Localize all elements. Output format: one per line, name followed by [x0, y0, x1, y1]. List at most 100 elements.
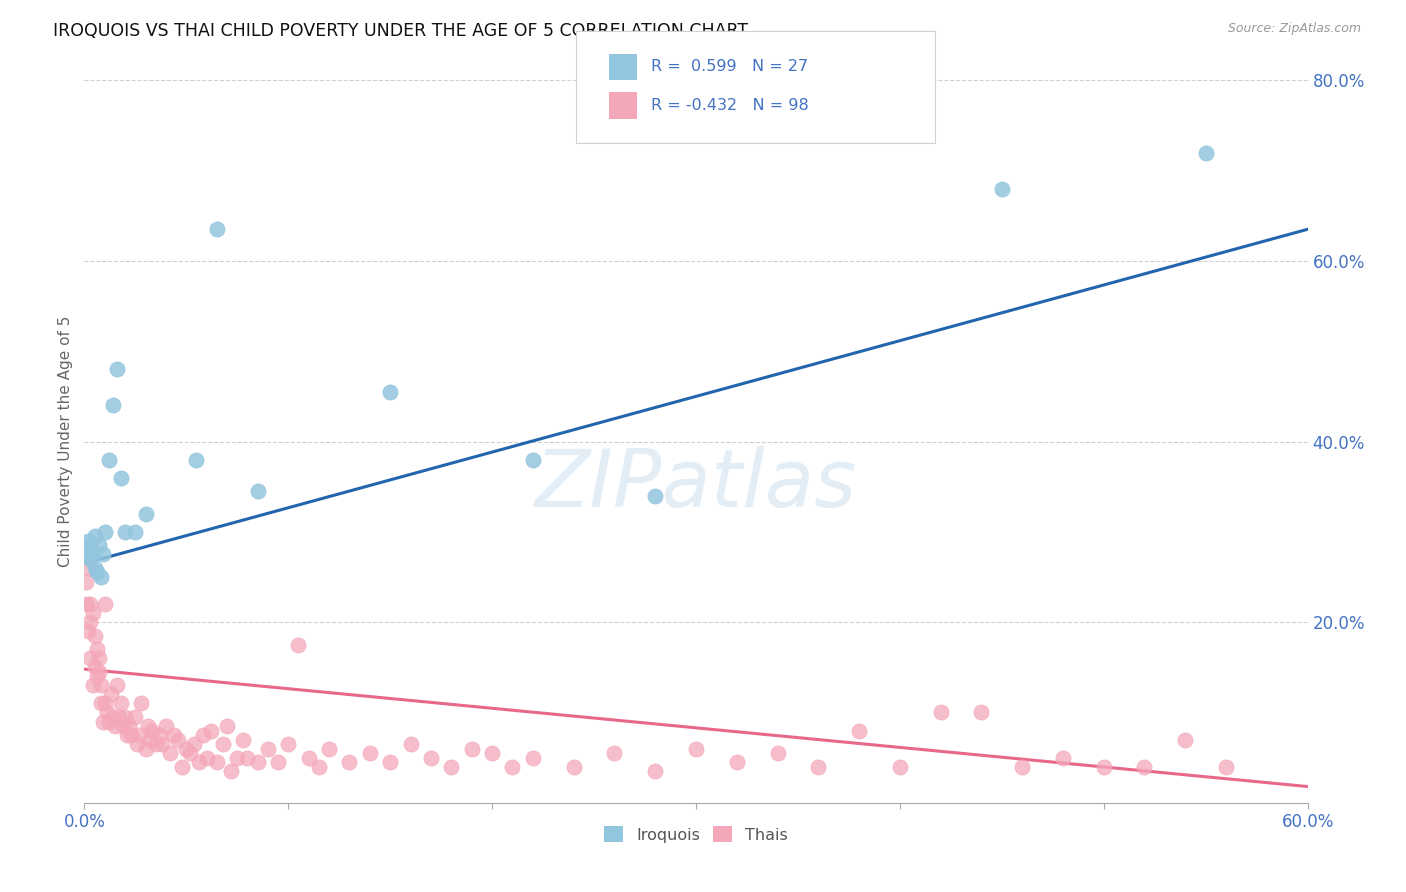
Point: [82, 548, 104, 562]
Point: [77, 624, 100, 639]
Point: [318, 741, 340, 756]
Legend: Iroquois, Thais: Iroquois, Thais: [598, 820, 794, 849]
Text: ZIPatlas: ZIPatlas: [534, 446, 858, 524]
Point: [205, 222, 228, 236]
Point: [277, 737, 299, 751]
Point: [219, 764, 242, 779]
Point: [131, 697, 153, 711]
Point: [118, 719, 141, 733]
Point: [105, 678, 128, 692]
Point: [114, 710, 136, 724]
Point: [644, 764, 666, 779]
Point: [93, 524, 115, 539]
Point: [75, 548, 97, 562]
Point: [1052, 750, 1074, 764]
Point: [97, 452, 120, 467]
Point: [212, 737, 235, 751]
Point: [79, 538, 101, 552]
Point: [287, 638, 309, 652]
Point: [174, 741, 197, 756]
Point: [502, 760, 524, 774]
Point: [87, 665, 110, 679]
Point: [90, 570, 112, 584]
Text: IROQUOIS VS THAI CHILD POVERTY UNDER THE AGE OF 5 CORRELATION CHART: IROQUOIS VS THAI CHILD POVERTY UNDER THE…: [53, 22, 748, 40]
Point: [179, 746, 201, 760]
Point: [141, 723, 163, 738]
Point: [127, 737, 149, 751]
Point: [481, 746, 503, 760]
Point: [186, 452, 208, 467]
Point: [120, 728, 142, 742]
Point: [246, 755, 269, 769]
Point: [114, 524, 136, 539]
Point: [359, 746, 381, 760]
Point: [101, 710, 124, 724]
Point: [79, 615, 101, 630]
Point: [267, 755, 290, 769]
Point: [87, 538, 110, 552]
Point: [725, 755, 748, 769]
Point: [108, 710, 131, 724]
Point: [167, 732, 190, 747]
Point: [970, 706, 993, 720]
Point: [91, 714, 114, 729]
Point: [110, 697, 132, 711]
Point: [1215, 760, 1237, 774]
Point: [75, 597, 97, 611]
Point: [232, 732, 254, 747]
Point: [339, 755, 361, 769]
Point: [246, 484, 269, 499]
Point: [115, 728, 138, 742]
Point: [110, 471, 132, 485]
Point: [257, 741, 280, 756]
Point: [86, 669, 108, 683]
Point: [155, 719, 177, 733]
Point: [200, 723, 222, 738]
Point: [308, 760, 330, 774]
Point: [83, 629, 105, 643]
Point: [298, 750, 321, 764]
Point: [90, 697, 112, 711]
Point: [112, 719, 135, 733]
Point: [172, 760, 194, 774]
Point: [86, 566, 108, 580]
Point: [77, 561, 100, 575]
Point: [440, 760, 463, 774]
Point: [183, 737, 205, 751]
Point: [149, 728, 172, 742]
Point: [644, 489, 666, 503]
Point: [807, 760, 830, 774]
Point: [128, 728, 150, 742]
Point: [1011, 760, 1033, 774]
Point: [399, 737, 422, 751]
Point: [96, 706, 118, 720]
Point: [226, 750, 249, 764]
Point: [1195, 145, 1218, 160]
Point: [766, 746, 789, 760]
Point: [93, 697, 115, 711]
Point: [187, 755, 209, 769]
Point: [93, 597, 115, 611]
Point: [90, 678, 112, 692]
Point: [522, 452, 544, 467]
Point: [91, 548, 114, 562]
Point: [79, 597, 101, 611]
Point: [685, 741, 707, 756]
Point: [1133, 760, 1156, 774]
Point: [100, 687, 122, 701]
Point: [217, 719, 239, 733]
Point: [79, 651, 101, 665]
Point: [83, 529, 105, 543]
Point: [101, 398, 124, 412]
Point: [522, 750, 544, 764]
Point: [83, 660, 105, 674]
Text: R =  0.599   N = 27: R = 0.599 N = 27: [651, 60, 808, 74]
Point: [135, 741, 157, 756]
Point: [82, 678, 104, 692]
Point: [87, 651, 110, 665]
Point: [105, 362, 128, 376]
Point: [929, 706, 952, 720]
Point: [124, 524, 146, 539]
Point: [205, 755, 228, 769]
Text: Source: ZipAtlas.com: Source: ZipAtlas.com: [1227, 22, 1361, 36]
